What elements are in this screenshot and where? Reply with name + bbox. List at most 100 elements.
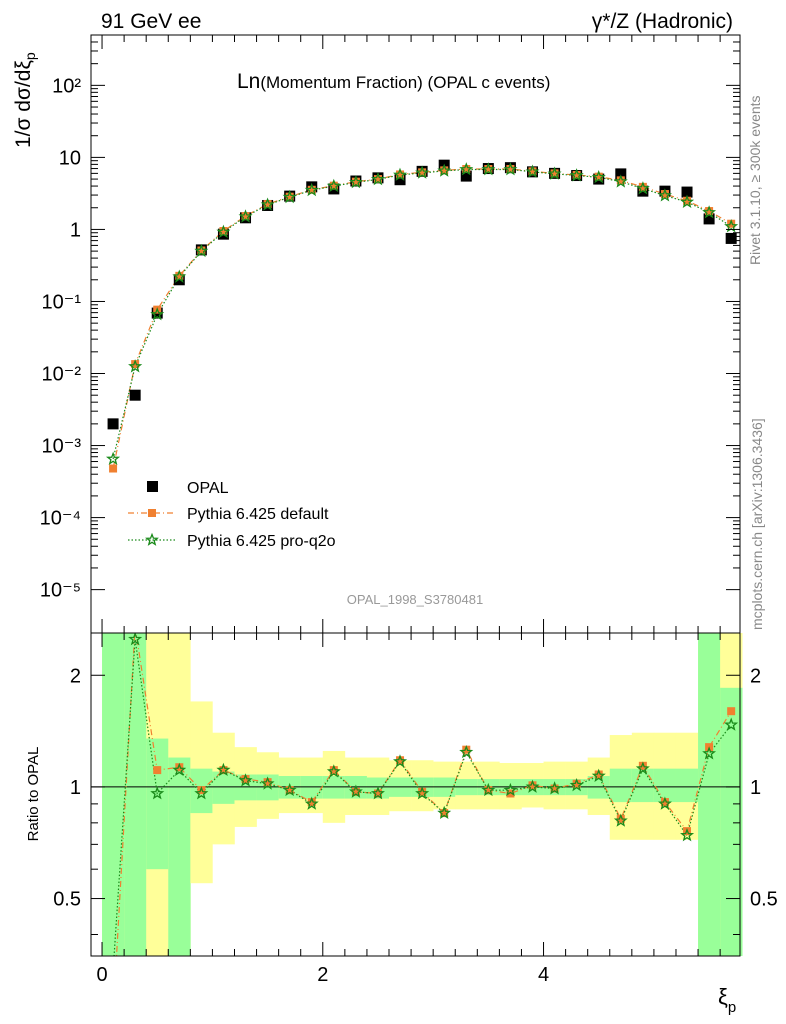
ratio-x-ticks: 0 2 4 bbox=[96, 633, 721, 986]
ratio-pythia-default-point bbox=[263, 778, 272, 787]
opal-point bbox=[107, 418, 119, 430]
ratio-pythia-default-point bbox=[418, 787, 427, 796]
ratio-pythia-proq2o-point bbox=[525, 779, 540, 793]
ratio-pythia-default-point bbox=[241, 775, 250, 784]
ratio-y-tick-label-left: 2 bbox=[70, 665, 81, 687]
main-ylabel-sub: p bbox=[22, 52, 38, 60]
ratio-band-green bbox=[653, 768, 677, 803]
pythia-proq2o-point bbox=[635, 181, 650, 195]
ratio-pythia-proq2o-point bbox=[348, 784, 363, 798]
ratio-pythia-proq2o-point bbox=[150, 786, 165, 800]
pythia-default-point bbox=[175, 271, 184, 280]
ratio-pythia-default-point bbox=[550, 784, 559, 793]
ratio-band-green bbox=[146, 738, 169, 870]
ratio-pythia-default-point bbox=[219, 766, 228, 775]
pythia-default-point bbox=[440, 166, 449, 175]
pythia-proq2o-point bbox=[547, 166, 562, 180]
ratio-xlabel-text: ξ bbox=[718, 984, 728, 1009]
ratio-pythia-default-point bbox=[660, 798, 669, 807]
ratio-pythia-proq2o-point bbox=[635, 761, 650, 775]
ratio-pythia-default-point bbox=[351, 787, 360, 796]
side-rivet: Rivet 3.1.10, ≥ 300k events bbox=[747, 95, 763, 265]
ratio-ylabel: Ratio to OPAL bbox=[25, 747, 42, 842]
pythia-proq2o-point bbox=[415, 165, 430, 179]
opal-point bbox=[129, 389, 141, 401]
ratio-pythia-default-point bbox=[528, 781, 537, 790]
ratio-pythia-proq2o-point bbox=[569, 777, 584, 792]
pythia-default-point bbox=[307, 185, 316, 194]
ratio-y-ticks: 0.5 0.5 1 1 2 2 bbox=[53, 665, 778, 935]
main-y-tick-label: 10⁻³ bbox=[42, 436, 82, 458]
pythia-default-point bbox=[109, 464, 118, 473]
ratio-pythia-proq2o-point bbox=[415, 786, 430, 800]
ratio-pythia-default-point bbox=[727, 707, 736, 716]
ratio-band-green bbox=[631, 768, 655, 803]
pythia-proq2o-point bbox=[348, 175, 363, 189]
ratio-y-tick-label-right: 1 bbox=[750, 777, 761, 799]
ratio-pythia-default-point bbox=[197, 786, 206, 795]
pythia-proq2o-point bbox=[216, 224, 231, 239]
ratio-pythia-default-point bbox=[307, 798, 316, 807]
main-y-tick-label: 10⁻⁵ bbox=[40, 580, 81, 602]
pythia-proq2o-point bbox=[724, 219, 739, 233]
legend-default-label: Pythia 6.425 default bbox=[187, 506, 329, 523]
pythia-default-point bbox=[594, 172, 603, 181]
pythia-default-point bbox=[396, 170, 405, 179]
ratio-pythia-default-point bbox=[373, 789, 382, 798]
main-ylabel: 1/σ dσ/dξp bbox=[12, 52, 38, 148]
pythia-default-point bbox=[329, 181, 338, 190]
pythia-proq2o-point bbox=[613, 174, 628, 188]
pythia-proq2o-point bbox=[437, 163, 452, 177]
ratio-pythia-proq2o-point bbox=[437, 805, 452, 819]
ratio-series-group bbox=[113, 633, 739, 956]
main-y-tick-label: 10⁻² bbox=[42, 364, 82, 386]
ratio-pythia-default-point bbox=[506, 789, 515, 798]
pythia-proq2o-point bbox=[304, 182, 319, 197]
pythia-default-point bbox=[219, 227, 228, 236]
ratio-pythia-proq2o-point bbox=[238, 773, 253, 787]
ratio-y-tick-label-left: 0.5 bbox=[53, 889, 81, 911]
ratio-pythia-default-point bbox=[462, 745, 471, 754]
ratio-pythia-proq2o-point bbox=[304, 796, 319, 810]
ratio-pythia-proq2o-point bbox=[216, 762, 231, 777]
pythia-default-point bbox=[616, 176, 625, 185]
opal-point bbox=[394, 174, 406, 186]
legend: OPAL Pythia 6.425 default Pythia 6.425 pro… bbox=[128, 480, 336, 550]
ratio-pythia-default-point bbox=[175, 763, 184, 772]
pythia-default-point bbox=[528, 167, 537, 176]
opal-point bbox=[725, 232, 737, 244]
pythia-default-point bbox=[351, 177, 360, 186]
series-line-pythia-proq2o bbox=[112, 168, 732, 460]
pythia-default-point bbox=[418, 168, 427, 177]
pythia-proq2o-point bbox=[525, 164, 540, 178]
pythia-default-point bbox=[462, 165, 471, 174]
ratio-pythia-default-point bbox=[572, 779, 581, 788]
legend-default-marker bbox=[148, 509, 156, 517]
legend-opal-marker bbox=[147, 481, 158, 492]
pythia-default-point bbox=[373, 175, 382, 184]
pythia-proq2o-point bbox=[194, 243, 209, 258]
pythia-default-point bbox=[263, 200, 272, 209]
ratio-pythia-proq2o-point bbox=[393, 754, 408, 768]
ratio-pythia-default-point bbox=[396, 756, 405, 765]
ratio-band-green bbox=[698, 633, 721, 956]
legend-proq2o-marker bbox=[145, 532, 159, 546]
ratio-band-green bbox=[168, 757, 191, 956]
ratio-pythia-default-point bbox=[329, 766, 338, 775]
ratio-pythia-proq2o-point bbox=[547, 781, 562, 795]
pythia-proq2o-point bbox=[326, 178, 341, 192]
pythia-proq2o-point bbox=[172, 269, 187, 283]
ratio-y-tick-label-right: 2 bbox=[750, 665, 761, 687]
pythia-proq2o-point bbox=[591, 169, 606, 184]
main-y-tick-label: 1 bbox=[70, 219, 81, 241]
main-plot-area bbox=[105, 159, 739, 473]
pythia-default-point bbox=[241, 212, 250, 221]
ratio-pythia-default-point bbox=[285, 786, 294, 795]
series-line-pythia-default bbox=[112, 168, 732, 469]
ratio-pythia-proq2o-point bbox=[680, 828, 695, 842]
pythia-default-point bbox=[572, 170, 581, 179]
pythia-proq2o-point bbox=[128, 359, 143, 373]
ratio-pythia-default-point bbox=[153, 766, 162, 775]
ratio-panel: 0.5 0.5 1 1 2 2 0 2 4 Ratio to OPAL ξp bbox=[25, 632, 778, 1016]
ratio-pythia-proq2o-point bbox=[128, 633, 143, 646]
